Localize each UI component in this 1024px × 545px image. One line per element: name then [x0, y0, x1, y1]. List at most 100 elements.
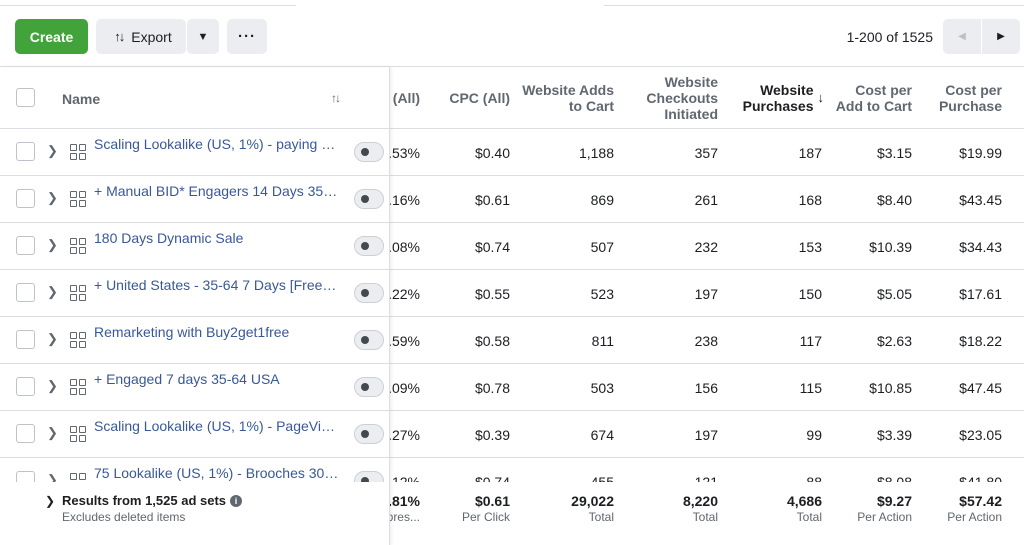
adset-name-link[interactable]: 180 Days Dynamic Sale	[94, 230, 244, 246]
cell-ctr: .16%	[388, 191, 420, 208]
column-header-ctr[interactable]: (All)	[392, 90, 420, 106]
chevron-right-icon[interactable]: ❯	[47, 143, 58, 158]
adset-name-link[interactable]: Scaling Lookalike (US, 1%) - paying sh..…	[94, 136, 339, 152]
adset-status-toggle[interactable]	[354, 236, 384, 256]
chevron-right-icon[interactable]: ❯	[47, 284, 58, 299]
adset-name-link[interactable]: 75 Lookalike (US, 1%) - Brooches 30 D...	[94, 465, 339, 481]
cell-cost-purchase: $47.45	[959, 379, 1002, 396]
row-checkbox[interactable]	[16, 377, 35, 396]
chevron-right-icon[interactable]: ❯	[47, 378, 58, 393]
cell-adds: 869	[590, 191, 614, 208]
column-header-adds-to-cart[interactable]: Website Adds to Cart	[522, 82, 614, 114]
adset-name-link[interactable]: + United States - 35-64 7 Days [Free S..…	[94, 277, 339, 293]
chevron-right-icon[interactable]: ❯	[47, 425, 58, 440]
footer-purchases-sub: Total	[796, 510, 822, 524]
chevron-right-icon[interactable]: ❯	[45, 494, 56, 508]
row-checkbox[interactable]	[16, 189, 35, 208]
table-row[interactable]: .08% $0.74 507 232 153 $10.39 $34.43	[0, 223, 1024, 270]
row-checkbox[interactable]	[16, 330, 35, 349]
cell-purchases: 153	[798, 238, 822, 255]
column-header-cpc[interactable]: CPC (All)	[449, 90, 510, 106]
row-checkbox[interactable]	[16, 236, 35, 255]
previous-page-button[interactable]: ◀	[943, 19, 981, 54]
footer-checkouts-value: 8,220	[682, 493, 718, 509]
footer-cpc-sub: Per Click	[461, 510, 510, 524]
footer-purchases: 4,686 Total	[728, 493, 822, 525]
name-column-header: Name ↑↓	[0, 67, 389, 129]
more-icon: ···	[238, 28, 256, 45]
adset-status-toggle[interactable]	[354, 424, 384, 444]
cell-cpc: $0.39	[474, 426, 510, 443]
cell-purchases: 150	[798, 285, 822, 302]
footer-cpc-value: $0.61	[474, 493, 510, 509]
footer-cost-purchase-value: $57.42	[959, 493, 1002, 509]
cell-cost-purchase: $43.45	[959, 191, 1002, 208]
sort-icon[interactable]: ↑↓	[331, 91, 341, 105]
create-button[interactable]: Create	[15, 19, 88, 54]
cell-cpc: $0.61	[474, 191, 510, 208]
footer-checkouts-sub: Total	[692, 510, 718, 524]
adset-icon	[70, 379, 86, 395]
frozen-name-column: Name ↑↓ ❯ Scaling Lookalike (US, 1%) - pa…	[0, 67, 390, 545]
sort-descending-icon: ↓	[817, 90, 825, 105]
cell-checkouts: 357	[694, 144, 718, 161]
adset-status-toggle[interactable]	[354, 189, 384, 209]
adset-name-link[interactable]: + Engaged 7 days 35-64 USA	[94, 371, 280, 387]
cell-cost-purchase: $19.99	[959, 144, 1002, 161]
chevron-right-icon[interactable]: ❯	[47, 331, 58, 346]
column-header-checkouts-initiated[interactable]: Website Checkouts Initiated	[646, 74, 718, 122]
chevron-right-icon[interactable]: ❯	[47, 190, 58, 205]
cell-adds: 507	[590, 238, 614, 255]
table-row-name: ❯ + United States - 35-64 7 Days [Free S.…	[0, 270, 389, 317]
info-icon[interactable]: i	[230, 495, 243, 507]
adset-name-link[interactable]: Remarketing with Buy2get1free	[94, 324, 290, 340]
row-checkbox[interactable]	[16, 424, 35, 443]
table-row[interactable]: .22% $0.55 523 197 150 $5.05 $17.61	[0, 270, 1024, 317]
cell-ctr: .53%	[388, 144, 420, 161]
adset-status-toggle[interactable]	[354, 142, 384, 162]
column-header-cost-per-add[interactable]: Cost per Add to Cart	[835, 82, 912, 114]
adset-status-toggle[interactable]	[354, 377, 384, 397]
adset-status-toggle[interactable]	[354, 283, 384, 303]
row-checkbox[interactable]	[16, 142, 35, 161]
export-icon: ↑↓	[114, 29, 125, 44]
pagination-text: 1-200 of 1525	[846, 29, 933, 45]
export-dropdown-button[interactable]: ▼	[187, 19, 219, 54]
cell-cpc: $0.78	[474, 379, 510, 396]
adset-name-link[interactable]: + Manual BID* Engagers 14 Days 35-6...	[94, 183, 339, 199]
cell-adds: 811	[591, 332, 614, 349]
chevron-right-icon[interactable]: ❯	[47, 472, 58, 487]
more-options-button[interactable]: ···	[227, 19, 267, 54]
table-row-name: ❯ Remarketing with Buy2get1free	[0, 317, 389, 364]
cell-checkouts: 261	[694, 191, 718, 208]
select-all-checkbox[interactable]	[16, 88, 35, 107]
adset-status-toggle[interactable]	[354, 330, 384, 350]
cell-purchases: 168	[798, 191, 822, 208]
export-button[interactable]: ↑↓ Export	[96, 19, 186, 54]
next-page-button[interactable]: ▶	[982, 19, 1020, 54]
adset-icon	[70, 191, 86, 207]
table-row[interactable]: .16% $0.61 869 261 168 $8.40 $43.45	[0, 176, 1024, 223]
top-tab-strip	[0, 0, 1024, 8]
chevron-right-icon[interactable]: ❯	[47, 237, 58, 252]
footer-summary-title: Results from 1,525 ad sets i	[62, 493, 243, 508]
column-header-purchases[interactable]: Website Purchases ↓	[728, 67, 824, 129]
cell-adds: 523	[590, 285, 614, 302]
footer-ctr-value: .81%	[388, 493, 420, 509]
table-row[interactable]: .27% $0.39 674 197 99 $3.39 $23.05	[0, 411, 1024, 458]
table-row-name: ❯ Scaling Lookalike (US, 1%) - paying sh.…	[0, 129, 389, 176]
cell-cost-add: $10.39	[869, 238, 912, 255]
table-row[interactable]: .53% $0.40 1,188 357 187 $3.15 $19.99	[0, 129, 1024, 176]
table-row[interactable]: .09% $0.78 503 156 115 $10.85 $47.45	[0, 364, 1024, 411]
column-header-cost-per-purchase[interactable]: Cost per Purchase	[938, 82, 1002, 114]
row-checkbox[interactable]	[16, 283, 35, 302]
adset-name-link[interactable]: Scaling Lookalike (US, 1%) - PageView...	[94, 418, 339, 434]
name-header-label[interactable]: Name	[62, 91, 101, 107]
table-row-name: ❯ + Engaged 7 days 35-64 USA	[0, 364, 389, 411]
table-row[interactable]: .59% $0.58 811 238 117 $2.63 $18.22	[0, 317, 1024, 364]
footer-checkouts: 8,220 Total	[624, 493, 718, 525]
cell-ctr: .09%	[388, 379, 420, 396]
table-header: (All) CPC (All) Website Adds to Cart Web…	[0, 67, 1024, 129]
cell-cpc: $0.55	[474, 285, 510, 302]
cell-checkouts: 232	[694, 238, 718, 255]
